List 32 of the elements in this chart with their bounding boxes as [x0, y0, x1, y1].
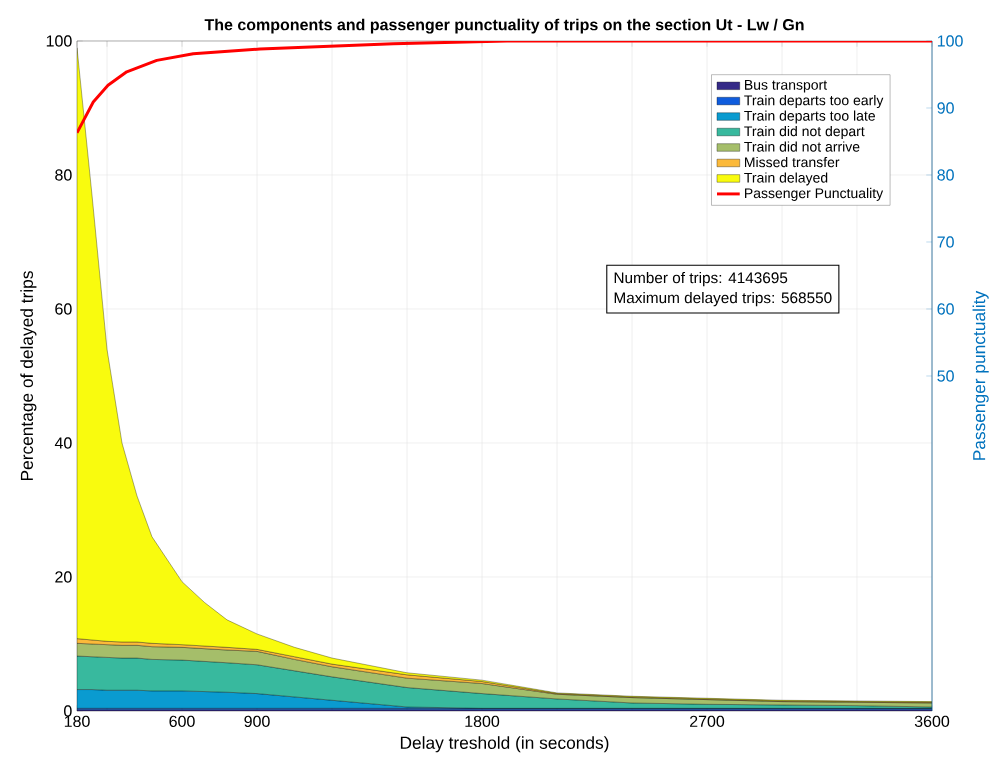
y2-axis-title: Passenger punctuality	[972, 290, 989, 460]
annotation: Number of trips: 4143695	[614, 271, 788, 287]
x-tick-label: 900	[244, 715, 270, 728]
annotation: Maximum delayed trips: 568550	[614, 291, 832, 307]
y2-tick-label: 90	[937, 102, 954, 114]
legend-label: Bus transport	[745, 80, 828, 93]
y-tick-label: 60	[55, 303, 72, 315]
y2-tick-label: 80	[937, 169, 954, 181]
y-tick-label: 80	[55, 169, 72, 181]
x-tick-label: 2700	[690, 715, 725, 728]
y-axis-title: Percentage of delayed trips	[20, 271, 37, 481]
legend-label: Train departs too early	[744, 94, 884, 109]
legend-label: Train departs too late	[744, 110, 875, 124]
y2-tick-label: 100	[937, 35, 963, 47]
legend-label: Train delayed	[744, 172, 828, 186]
chart-title: The components and passenger punctuality of trips on the section Ut - Lw / Gn	[204, 18, 804, 34]
y-tick-label: 0	[64, 705, 72, 717]
x-tick-label: 3600	[914, 715, 950, 728]
legend-label: Missed transfer	[745, 156, 840, 168]
x-tick-label: 600	[169, 715, 195, 728]
legend-label: Train did not arrive	[744, 141, 860, 152]
y2-tick-label: 70	[937, 236, 954, 248]
y2-tick-label: 50	[937, 370, 954, 382]
y-tick-label: 20	[55, 571, 72, 583]
x-tick-label: 180	[64, 715, 90, 728]
legend-label: Train did not depart	[744, 125, 865, 139]
x-axis-title: Delay treshold (in seconds)	[400, 736, 609, 753]
legend-label: Passenger Punctuality	[745, 187, 884, 201]
y-tick-label: 100	[46, 35, 72, 47]
y2-tick-label: 60	[937, 303, 954, 315]
x-tick-label: 1800	[465, 715, 500, 728]
y-tick-label: 40	[54, 437, 72, 449]
